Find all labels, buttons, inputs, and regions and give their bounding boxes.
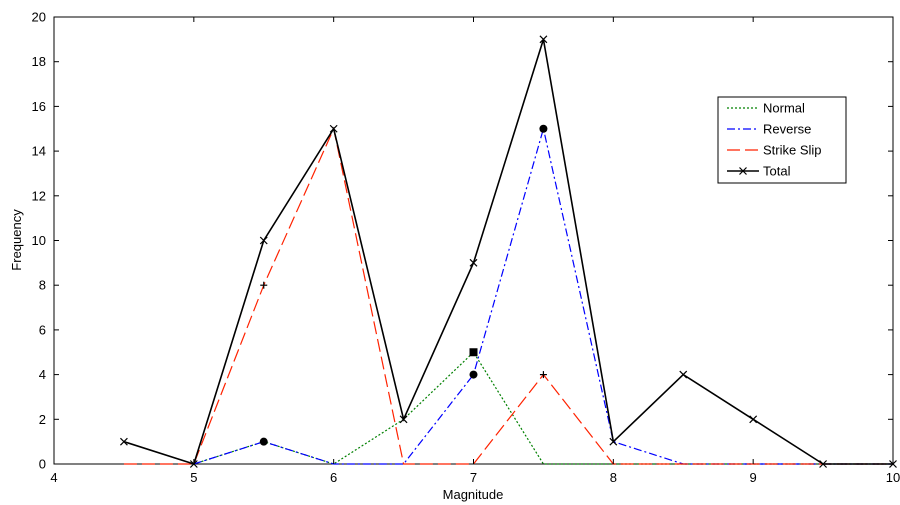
data-point-total-stroke xyxy=(399,415,408,424)
data-point-total xyxy=(539,35,548,44)
data-point-total-stroke xyxy=(119,437,128,446)
data-point-total-stroke xyxy=(749,415,758,424)
x-tick-label: 8 xyxy=(610,470,617,485)
legend-marker-total xyxy=(739,167,747,175)
y-axis-label: Frequency xyxy=(9,209,24,271)
legend-label-total: Total xyxy=(763,164,791,179)
y-tick-label: 12 xyxy=(32,188,46,203)
data-point-total xyxy=(819,460,828,468)
legend-marker-total-stroke xyxy=(739,167,747,175)
series-line-total xyxy=(123,39,893,466)
data-point-total-stroke xyxy=(679,370,688,379)
x-tick-label: 5 xyxy=(190,470,197,485)
data-point-total xyxy=(329,124,338,133)
data-point-total xyxy=(469,258,478,267)
y-tick-label: 10 xyxy=(32,233,46,248)
y-tick-label: 4 xyxy=(39,367,46,382)
data-point-total-stroke xyxy=(259,236,268,245)
data-point-reverse xyxy=(469,370,478,379)
y-tick-label: 6 xyxy=(39,322,46,337)
y-tick-label: 18 xyxy=(32,54,46,69)
data-point-strike-slip xyxy=(539,371,547,379)
data-point-total xyxy=(399,415,408,424)
series-line-strike-slip xyxy=(123,126,893,465)
data-point-total xyxy=(259,236,268,245)
legend-label-reverse: Reverse xyxy=(763,122,811,137)
y-tick-label: 8 xyxy=(39,278,46,293)
y-tick-label: 20 xyxy=(32,10,46,25)
x-axis-label: Magnitude xyxy=(443,487,504,502)
data-point-total-stroke xyxy=(609,437,618,446)
series-strike-slip xyxy=(123,126,893,465)
y-tick-label: 2 xyxy=(39,412,46,427)
data-point-strike-slip xyxy=(260,281,268,289)
data-point-total xyxy=(679,370,688,379)
y-tick-label: 16 xyxy=(32,99,46,114)
x-tick-label: 4 xyxy=(50,470,57,485)
legend-box xyxy=(717,96,847,184)
plot-area xyxy=(53,16,894,465)
data-point-total-stroke xyxy=(539,35,548,44)
data-point-total-stroke xyxy=(819,460,828,468)
x-tick-label: 9 xyxy=(750,470,757,485)
x-tick-label: 6 xyxy=(330,470,337,485)
x-tick-label: 10 xyxy=(886,470,900,485)
series-normal xyxy=(193,348,893,465)
data-point-normal xyxy=(469,348,478,357)
series-layer xyxy=(119,35,897,468)
data-point-total xyxy=(749,415,758,424)
data-point-total xyxy=(609,437,618,446)
data-point-reverse xyxy=(259,437,268,446)
legend-label-strike-slip: Strike Slip xyxy=(763,143,822,158)
data-point-total-stroke xyxy=(469,258,478,267)
y-tick-label: 14 xyxy=(32,144,46,159)
data-point-reverse xyxy=(539,124,548,133)
legend: Normal Reverse Strike Slip Total xyxy=(717,96,847,184)
legend-label-normal: Normal xyxy=(763,101,805,116)
data-point-total xyxy=(119,437,128,446)
x-tick-label: 7 xyxy=(470,470,477,485)
y-tick-label: 0 xyxy=(39,457,46,472)
axis-ticks: 4 5 6 7 8 9 10 0 2 4 6 8 10 12 14 16 18 20 xyxy=(32,10,900,486)
data-point-total-stroke xyxy=(329,124,338,133)
